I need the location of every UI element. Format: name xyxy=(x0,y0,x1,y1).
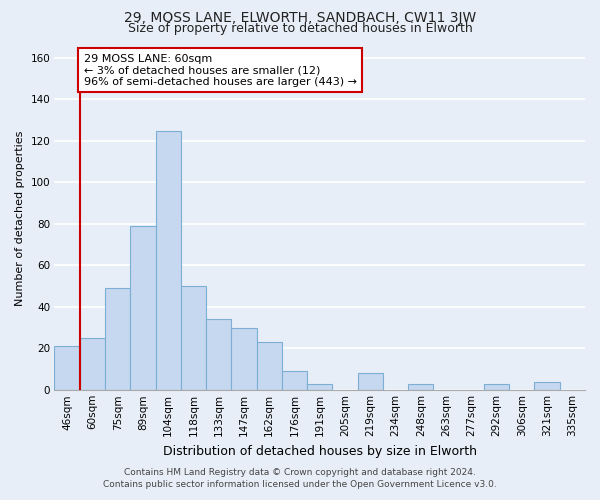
Bar xyxy=(130,226,155,390)
Bar xyxy=(80,338,105,390)
Bar xyxy=(55,346,80,390)
Bar xyxy=(257,342,282,390)
Bar xyxy=(484,384,509,390)
Y-axis label: Number of detached properties: Number of detached properties xyxy=(15,131,25,306)
Bar xyxy=(282,371,307,390)
Text: Size of property relative to detached houses in Elworth: Size of property relative to detached ho… xyxy=(128,22,472,35)
Bar xyxy=(206,320,232,390)
Text: 29, MOSS LANE, ELWORTH, SANDBACH, CW11 3JW: 29, MOSS LANE, ELWORTH, SANDBACH, CW11 3… xyxy=(124,11,476,25)
Bar xyxy=(535,382,560,390)
Bar xyxy=(408,384,433,390)
Bar xyxy=(105,288,130,390)
X-axis label: Distribution of detached houses by size in Elworth: Distribution of detached houses by size … xyxy=(163,444,477,458)
Bar xyxy=(232,328,257,390)
Text: 29 MOSS LANE: 60sqm
← 3% of detached houses are smaller (12)
96% of semi-detache: 29 MOSS LANE: 60sqm ← 3% of detached hou… xyxy=(83,54,356,87)
Bar xyxy=(358,374,383,390)
Bar xyxy=(155,130,181,390)
Text: Contains HM Land Registry data © Crown copyright and database right 2024.
Contai: Contains HM Land Registry data © Crown c… xyxy=(103,468,497,489)
Bar xyxy=(181,286,206,390)
Bar xyxy=(307,384,332,390)
